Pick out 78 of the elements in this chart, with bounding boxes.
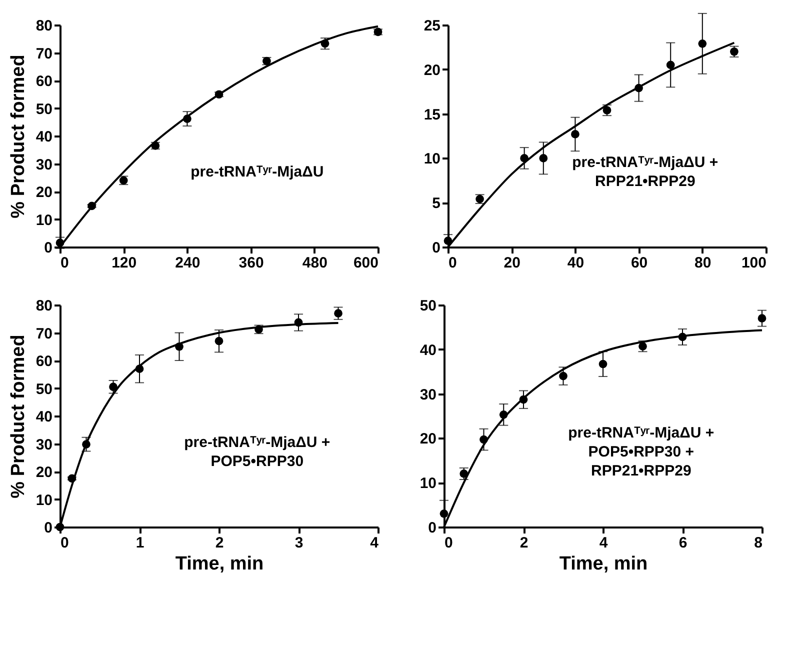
y-tick-label: 0	[428, 520, 436, 536]
point	[638, 342, 647, 350]
point	[539, 154, 548, 162]
annotation: POP5•RPP30 +	[588, 444, 694, 461]
x-tick-label: 360	[238, 254, 264, 272]
y-tick-label: 80	[36, 298, 52, 314]
x-tick-label: 600	[353, 254, 378, 272]
x-tick-label: 0	[448, 254, 457, 272]
y-tick-label: 40	[420, 342, 436, 359]
y-tick-label: 60	[36, 353, 52, 370]
y-tick-label: 70	[36, 325, 52, 342]
x-tick-label: 6	[678, 534, 688, 552]
point	[334, 309, 342, 318]
y-tick-label: 25	[424, 18, 440, 34]
x-tick-label: 480	[302, 254, 328, 272]
annotation: pre-tRNAᵀʸʳ-MjaΔU +	[184, 434, 330, 452]
x-tick-label: 20	[504, 254, 520, 272]
y-tick-label: 20	[420, 430, 436, 448]
point	[602, 106, 612, 114]
y-tick-label: 10	[36, 492, 52, 509]
x-tick-label: 4	[599, 534, 608, 552]
point	[598, 360, 608, 368]
x-tick-label: 0	[60, 534, 69, 552]
annotation: pre-tRNAᵀʸʳ-MjaΔU +	[568, 424, 714, 442]
x-tick-label: 0	[60, 254, 69, 272]
x-tick-label: 2	[520, 534, 528, 552]
y-tick-label: 0	[44, 240, 52, 256]
x-tick-label: 60	[630, 254, 648, 272]
y-tick-label: 50	[420, 298, 436, 314]
annotation: POP5•RPP30	[210, 453, 304, 470]
annotation: RPP21•RPP29	[595, 173, 696, 190]
y-tick-label: 60	[36, 73, 52, 90]
point	[666, 60, 675, 70]
x-tick-label: 40	[567, 254, 584, 272]
y-tick-label: 5	[432, 195, 440, 212]
point	[758, 314, 766, 322]
x-tick-label: 2	[215, 534, 224, 552]
y-tick-label: 40	[36, 408, 52, 426]
annotation: pre-tRNAᵀʸʳ-MjaΔU +	[572, 154, 718, 172]
x-tick-label: 240	[175, 254, 200, 272]
point	[440, 510, 448, 518]
x-axis-title: Time, min	[175, 554, 264, 574]
y-tick-label: 30	[36, 156, 52, 174]
y-tick-label: 20	[36, 184, 52, 201]
x-tick-label: 100	[741, 254, 766, 272]
annotation: RPP21•RPP29	[591, 462, 692, 480]
point	[444, 236, 452, 245]
y-tick-label: 50	[36, 380, 52, 398]
y-tick-label: 40	[36, 128, 52, 146]
y-tick-label: 15	[424, 106, 440, 124]
y-tick-label: 70	[36, 45, 52, 62]
y-axis-title: % Product formed	[8, 54, 29, 218]
y-tick-label: 0	[432, 240, 440, 256]
y-tick-label: 20	[36, 464, 52, 481]
x-tick-label: 1	[136, 534, 144, 552]
x-tick-label: 80	[694, 254, 712, 272]
x-tick-label: 3	[294, 534, 304, 552]
x-tick-label: 120	[112, 254, 137, 272]
x-tick-label: 4	[370, 534, 380, 552]
y-tick-label: 30	[36, 436, 52, 454]
point	[214, 336, 224, 346]
y-tick-label: 0	[44, 520, 52, 536]
point	[571, 130, 580, 138]
x-axis-title: Time, min	[559, 554, 648, 574]
y-tick-label: 10	[36, 212, 52, 229]
annotation: pre-tRNAᵀʸʳ-MjaΔU	[190, 164, 324, 181]
point	[559, 372, 568, 380]
y-tick-label: 10	[424, 150, 440, 168]
y-tick-label: 80	[36, 18, 52, 34]
x-tick-label: 8	[754, 534, 762, 552]
x-tick-label: 0	[444, 534, 453, 552]
point	[698, 39, 707, 48]
y-axis-title: % Product formed	[8, 334, 29, 498]
y-tick-label: 50	[36, 100, 52, 118]
y-tick-label: 20	[424, 62, 440, 79]
point	[109, 382, 118, 392]
y-tick-label: 30	[420, 386, 436, 404]
y-tick-label: 10	[420, 475, 436, 492]
